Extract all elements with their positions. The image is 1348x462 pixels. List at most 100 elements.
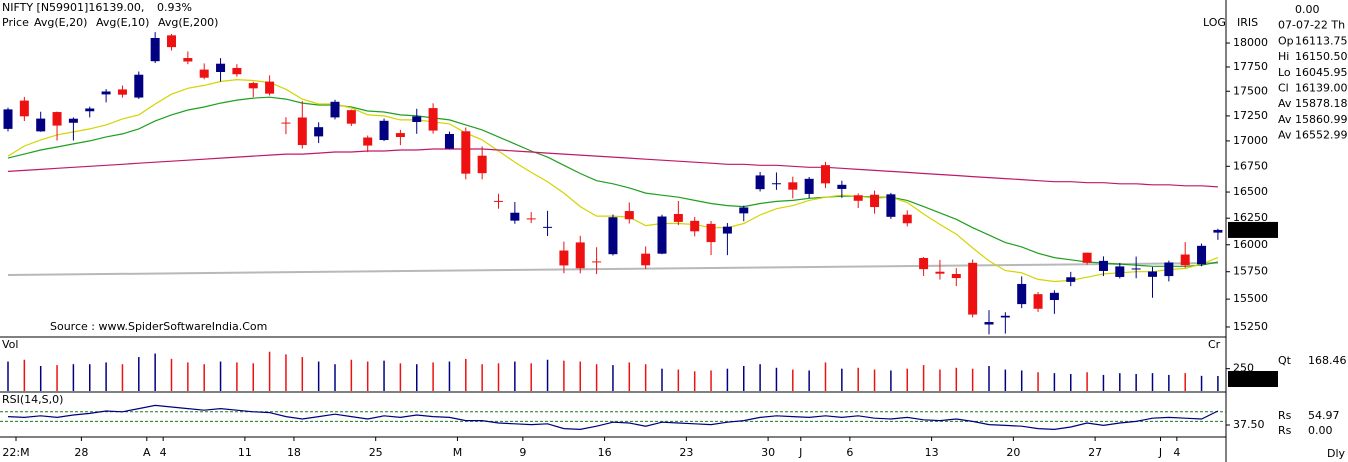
candle-body [592, 261, 602, 263]
candle-body [804, 178, 814, 194]
candle-body [183, 58, 193, 62]
title: NIFTY [N59901]16139.00, [2, 1, 144, 14]
price-tag [1228, 221, 1278, 238]
candle-body [968, 262, 978, 315]
rsi-readout-label: Rs [1278, 409, 1292, 422]
scale-label: LOG [1203, 16, 1226, 29]
candle-body [722, 226, 732, 234]
x-tick-label: 11 [238, 446, 252, 459]
y-tick-label: 17750 [1233, 60, 1268, 73]
candle-body [150, 37, 160, 62]
y-tick-label: 15250 [1233, 320, 1268, 333]
candle-body [346, 110, 356, 124]
candle-body [1115, 266, 1125, 277]
candle-body [395, 133, 405, 137]
candle-body [559, 250, 569, 266]
indicator-label: IRIS [1237, 16, 1258, 29]
info-value: 16113.75 [1295, 34, 1348, 47]
info-text: 0.00 [1295, 3, 1320, 16]
info-label: Cl [1278, 82, 1289, 95]
candle-body [117, 89, 127, 95]
moving-average [7, 96, 1219, 267]
candle-body [919, 257, 929, 270]
candle-body [788, 182, 798, 190]
candle-body [984, 322, 994, 325]
volume-tag-label: 168.46 [1231, 372, 1270, 385]
candle-body [444, 133, 454, 149]
y-tick-label: 17250 [1233, 109, 1268, 122]
legend-entry: Avg(E,10) [96, 16, 149, 29]
x-tick-label: 16 [598, 446, 612, 459]
candle-body [526, 218, 536, 220]
candle-body [36, 118, 46, 132]
x-tick-label: 4 [1173, 446, 1180, 459]
info-value: 15878.18 [1295, 97, 1348, 110]
y-tick-label: 16750 [1233, 159, 1268, 172]
candle-body [902, 214, 912, 224]
candle-body [1098, 260, 1108, 271]
candle-body [706, 223, 716, 243]
candle-body [1164, 262, 1174, 277]
volume-readout-value: 168.46 [1308, 354, 1347, 367]
info-label: Lo [1278, 66, 1291, 79]
rsi-readout-label: Rs [1278, 424, 1292, 437]
candle-body [1180, 254, 1190, 266]
info-label: Op [1278, 34, 1294, 47]
rsi-line [7, 404, 1219, 431]
candle-body [575, 242, 585, 269]
y-tick-label: 17000 [1233, 134, 1268, 147]
period-label: Dly [1327, 447, 1346, 460]
volume-title: Vol [2, 338, 18, 351]
candle-body [494, 200, 503, 202]
candle-body [52, 112, 62, 126]
candle-body [1197, 245, 1207, 265]
price-tag-label: 16139.0 [1231, 223, 1277, 236]
candle-body [85, 108, 95, 112]
moving-average [7, 148, 1218, 188]
x-tick-label: 28 [74, 446, 88, 459]
candle-body [755, 175, 765, 190]
x-tick-label: J [798, 446, 802, 459]
y-tick-label: 16000 [1233, 238, 1268, 251]
candle-body [853, 195, 863, 201]
x-tick-label: 23 [679, 446, 693, 459]
y-tick-label: 16250 [1233, 211, 1268, 224]
candle-body [297, 117, 307, 146]
candle-body [281, 122, 291, 124]
candle-body [608, 217, 618, 255]
candle-body [1049, 292, 1059, 301]
x-tick-label: 20 [1006, 446, 1020, 459]
info-text: 07-07-22 Th [1278, 19, 1345, 32]
candle-body [1131, 268, 1141, 270]
candle-body [248, 83, 258, 89]
info-label: Av [1278, 129, 1292, 142]
info-label: Hi [1278, 50, 1289, 63]
volume-tag [1228, 371, 1278, 387]
candle-body [821, 165, 830, 184]
candle-body [935, 271, 945, 274]
y-tick-label: 37.50 [1233, 418, 1265, 431]
candle-body [1017, 283, 1027, 305]
x-tick-label: 30 [761, 446, 775, 459]
legend-entry: Avg(E,20) [34, 16, 87, 29]
candle-body [771, 183, 781, 185]
candle-body [1066, 277, 1076, 282]
candle-body [1000, 315, 1010, 318]
x-tick-label: J [1158, 446, 1162, 459]
volume-unit: Cr [1208, 338, 1221, 351]
x-tick-label: 9 [519, 446, 526, 459]
info-value: 16552.99 [1295, 129, 1348, 142]
candle-body [3, 109, 13, 129]
info-value: 15860.99 [1295, 113, 1348, 126]
candle-body [1148, 271, 1157, 277]
candle-body [641, 253, 651, 266]
candle-body [68, 118, 78, 123]
x-tick-label: 25 [369, 446, 383, 459]
y-tick-label: 15750 [1233, 265, 1268, 278]
candle-body [1033, 294, 1043, 309]
candle-body [870, 194, 880, 208]
candle-body [199, 69, 209, 78]
candle-body [19, 100, 29, 117]
candle-body [101, 91, 111, 95]
y-tick-label: 17500 [1233, 84, 1268, 97]
